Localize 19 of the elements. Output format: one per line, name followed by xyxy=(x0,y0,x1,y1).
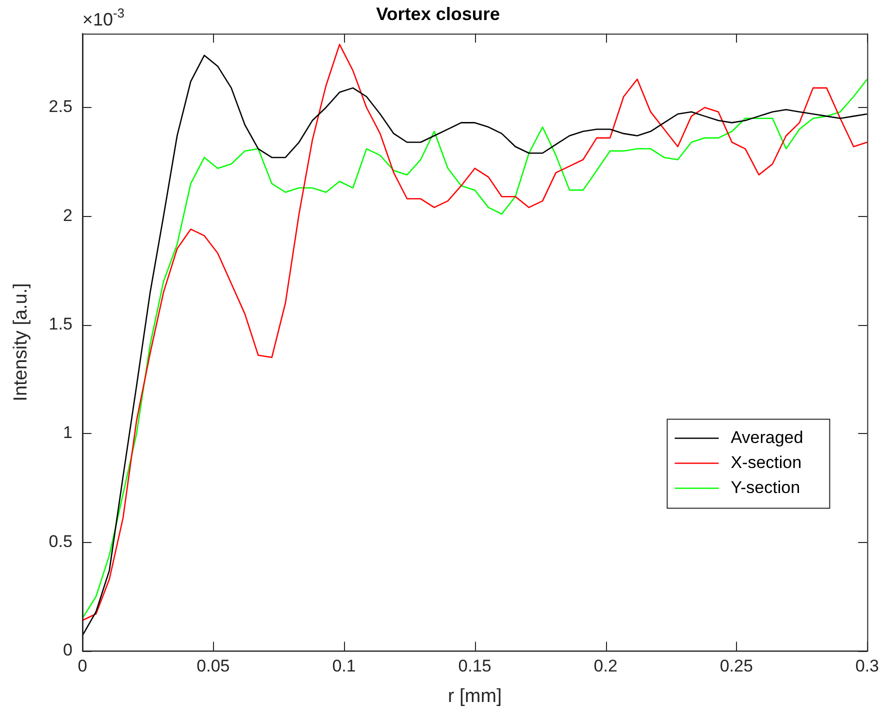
chart-title: Vortex closure xyxy=(376,4,500,24)
x-tick-label: 0.3 xyxy=(855,656,880,676)
x-tick-label: 0.05 xyxy=(196,656,230,676)
x-tick-label: 0.25 xyxy=(720,656,753,676)
y-tick-label: 2.5 xyxy=(48,97,72,116)
x-axis-title: r [mm] xyxy=(448,686,502,707)
x-tick-label: 0.1 xyxy=(332,656,356,676)
y-tick-label: 1 xyxy=(62,423,72,442)
x-tick-label: 0 xyxy=(78,656,88,676)
x-tick-label: 0.15 xyxy=(458,656,492,676)
legend-label: X-section xyxy=(730,452,802,472)
y-tick-label: 0 xyxy=(62,640,72,660)
x-tick-label: 0.2 xyxy=(594,656,618,676)
legend-label: Y-section xyxy=(730,478,800,497)
y-tick-label: 0.5 xyxy=(48,532,72,551)
y-axis-title: Intensity [a.u.] xyxy=(10,283,32,402)
y-tick-label: 2 xyxy=(62,206,72,225)
y-tick-label: 1.5 xyxy=(48,314,72,334)
legend-label: Averaged xyxy=(730,428,804,447)
